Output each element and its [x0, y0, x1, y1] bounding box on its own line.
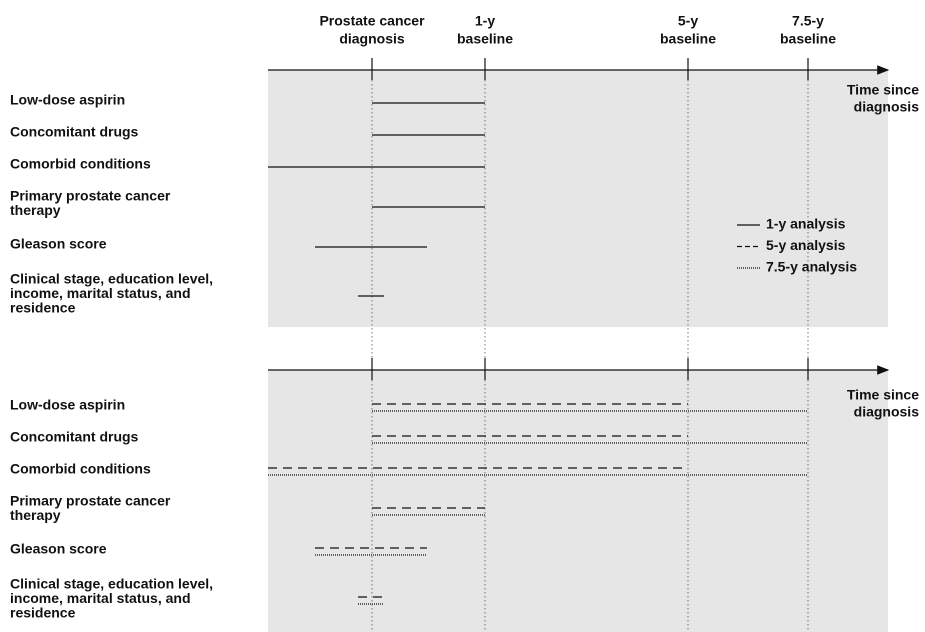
- row-label: Primary prostate cancer: [10, 493, 171, 509]
- milestone-label: baseline: [457, 31, 513, 47]
- row-label: therapy: [10, 507, 61, 523]
- milestone-label: 1-y: [475, 13, 495, 29]
- milestone-label: diagnosis: [339, 31, 405, 47]
- row-label: income, marital status, and: [10, 285, 191, 301]
- milestone-label: 5-y: [678, 13, 698, 29]
- axis-label: diagnosis: [854, 404, 920, 420]
- row-label: therapy: [10, 202, 61, 218]
- row-label: Gleason score: [10, 236, 107, 252]
- row-label: Comorbid conditions: [10, 156, 151, 172]
- row-label: Low-dose aspirin: [10, 397, 125, 413]
- row-label: Primary prostate cancer: [10, 188, 171, 204]
- row-label: Comorbid conditions: [10, 461, 151, 477]
- milestone-label: 7.5-y: [792, 13, 824, 29]
- panel-background: [268, 370, 888, 632]
- milestone-label: baseline: [660, 31, 716, 47]
- axis-label: diagnosis: [854, 99, 920, 115]
- row-label: Concomitant drugs: [10, 124, 139, 140]
- row-label: Clinical stage, education level,: [10, 271, 213, 287]
- row-label: Clinical stage, education level,: [10, 576, 213, 592]
- row-label: Concomitant drugs: [10, 429, 139, 445]
- axis-label: Time since: [847, 82, 919, 98]
- row-label: residence: [10, 605, 76, 621]
- legend-label: 7.5-y analysis: [766, 259, 857, 275]
- panel-background: [268, 70, 888, 327]
- axis-label: Time since: [847, 387, 919, 403]
- row-label: Gleason score: [10, 541, 107, 557]
- milestone-label: Prostate cancer: [319, 13, 425, 29]
- legend-label: 1-y analysis: [766, 216, 846, 232]
- row-label: income, marital status, and: [10, 590, 191, 606]
- milestone-label: baseline: [780, 31, 836, 47]
- legend-label: 5-y analysis: [766, 237, 846, 253]
- row-label: residence: [10, 300, 76, 316]
- row-label: Low-dose aspirin: [10, 92, 125, 108]
